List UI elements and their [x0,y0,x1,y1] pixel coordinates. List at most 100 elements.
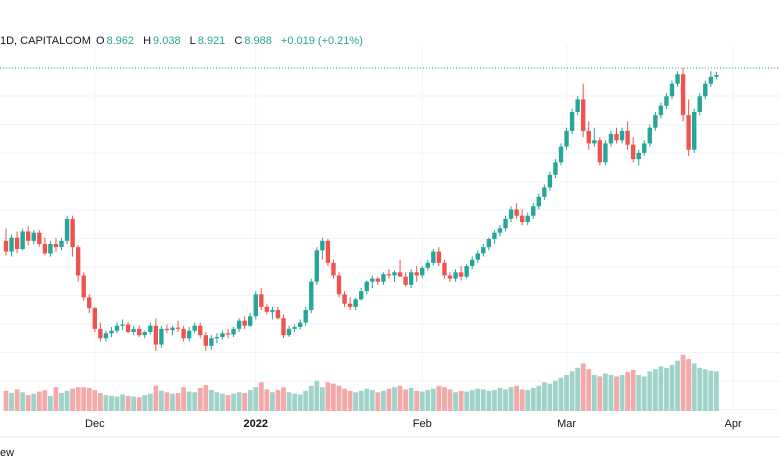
candle-body [303,310,308,323]
candle-body [614,134,619,141]
candle-body [630,144,636,160]
candle-body [170,327,175,331]
candle-body [297,322,303,327]
volume-bar [419,391,425,411]
candle-body [53,244,59,248]
volume-bar [164,392,170,411]
volume-bar [702,369,708,411]
candle-body [453,272,458,279]
volume-bar [242,393,248,411]
candle-body [148,325,153,332]
candle-body [275,310,281,319]
volume-bar [714,371,719,411]
volume-bar [147,393,153,411]
volume-bar [369,390,375,411]
candle-body [658,105,664,116]
volume-bar [3,390,9,411]
volume-bar [192,392,198,411]
candle-body [270,310,275,312]
volume-bar [336,385,342,411]
volume-bar [569,371,575,411]
candle-body [114,325,120,331]
candle-body [286,328,292,336]
volume-bar [414,390,420,411]
volume-bar [447,389,453,411]
volume-bar [258,382,264,411]
candle-body [259,294,264,307]
candle-body [675,74,680,84]
candle-body [597,140,603,163]
close-value: 8.988 [244,35,272,47]
change-value: +0.019 (+0.21%) [280,35,363,47]
volume-bar [214,392,220,411]
candle-body [214,337,220,339]
time-axis-label: Mar [557,418,576,430]
time-axis-label: Apr [724,418,741,430]
candle-body [414,272,419,276]
volume-bar [669,364,675,411]
volume-bar [136,397,142,411]
candle-body [209,338,214,346]
time-axis-label: Dec [85,418,105,430]
volume-bar [109,395,114,411]
volume-bar [225,395,231,411]
volume-bar [175,393,181,411]
candle-body [470,259,475,266]
candle-body [137,328,142,336]
candle-body [519,215,525,222]
candle-body [309,281,314,310]
volume-bar [680,354,686,411]
candle-body [370,278,375,282]
candle-body [403,276,408,285]
volume-bar [42,390,48,411]
candle-body [75,247,81,276]
volume-bar [525,390,531,411]
candle-body [558,146,564,163]
candle-body [220,333,225,338]
volume-bar [630,369,636,411]
volume-bar [9,393,14,411]
volume-bar [325,382,331,411]
candle-body [575,99,580,112]
time-axis-label: 2022 [244,418,268,430]
candle-body [48,244,53,254]
volume-bar [142,395,148,411]
candle-body [542,187,547,197]
candle-body [37,232,42,244]
volume-bar [53,387,59,411]
volume-bar [403,389,408,411]
volume-bar [647,371,653,411]
candle-body [264,306,270,312]
symbol-info: 1D, CAPITALCOM [0,35,91,47]
candle-body [436,251,442,263]
candle-body [59,240,64,248]
candle-body [492,232,497,239]
volume-bar [547,383,553,411]
volume-bar [270,392,275,411]
volume-bar [608,375,614,411]
open-label: O [95,35,105,47]
volume-bar [497,387,503,411]
volume-bar [342,388,347,411]
volume-bar [75,387,81,411]
volume-bar [64,390,70,411]
candle-body [347,303,353,307]
volume-bar [236,392,242,411]
candle-body [331,262,336,276]
volume-bar [364,388,370,411]
candle-body [392,272,397,276]
volume-bar [131,396,137,411]
volume-bar [430,388,436,411]
volume-bar [358,390,364,411]
volume-bar [480,389,486,411]
volume-bar [159,390,164,411]
candle-body [98,328,103,339]
candle-body [708,76,714,84]
volume-bar [125,395,131,411]
volume-bar [536,385,542,411]
candle-body [225,333,231,335]
candle-body [203,335,208,346]
volume-bar [281,387,286,411]
